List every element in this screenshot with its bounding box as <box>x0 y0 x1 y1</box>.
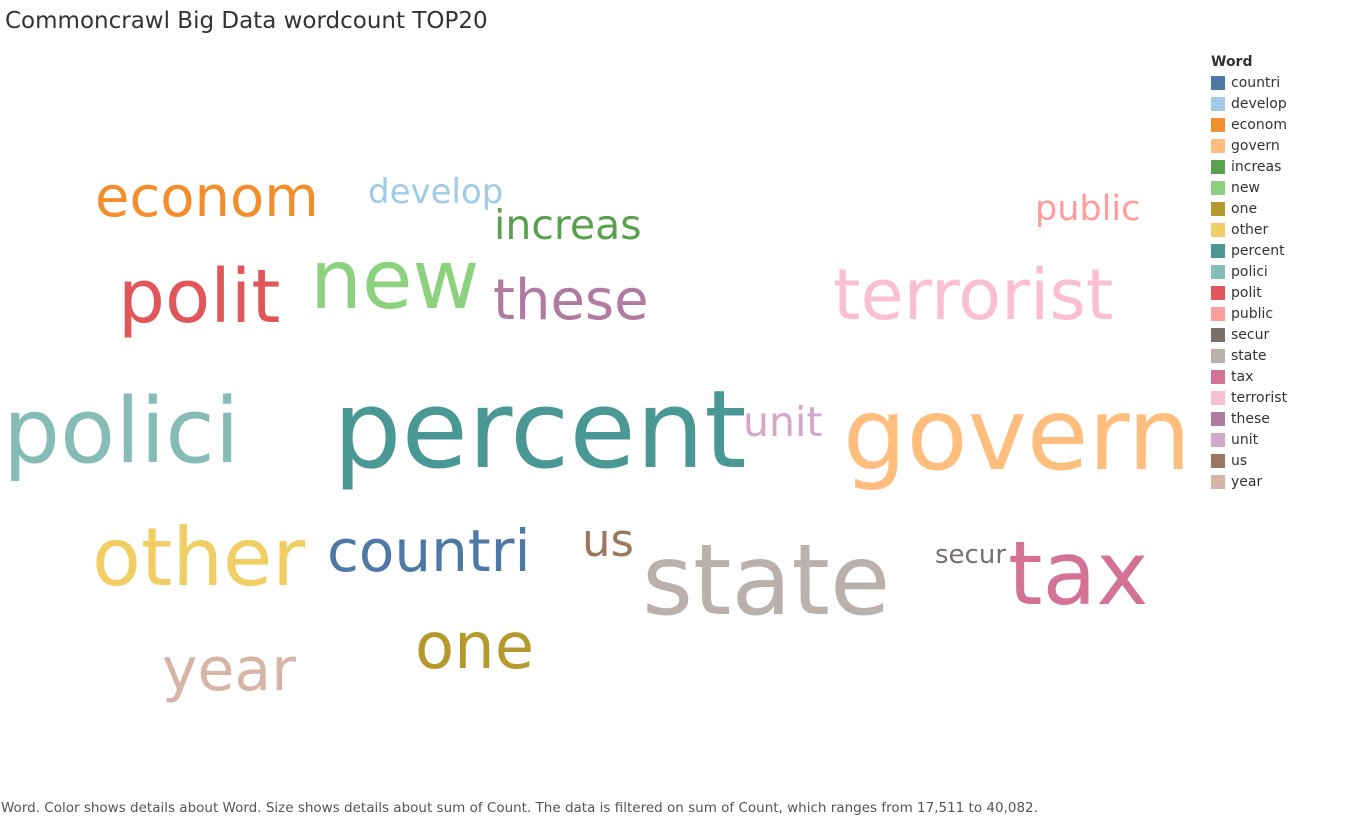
word-us[interactable]: us <box>582 514 634 567</box>
word-percent[interactable]: percent <box>333 368 747 493</box>
legend-item-public[interactable]: public <box>1211 303 1341 324</box>
chart-title: Commoncrawl Big Data wordcount TOP20 <box>5 8 488 34</box>
legend-label: countri <box>1231 74 1281 91</box>
legend-item-new[interactable]: new <box>1211 177 1341 198</box>
word-develop[interactable]: develop <box>368 172 504 212</box>
legend-item-polit[interactable]: polit <box>1211 282 1341 303</box>
word-terrorist[interactable]: terrorist <box>833 254 1114 336</box>
word-one[interactable]: one <box>415 610 535 684</box>
legend-swatch <box>1211 243 1225 258</box>
legend-swatch <box>1211 369 1225 384</box>
legend-label: state <box>1231 347 1267 364</box>
word-cloud: countri develop econom govern increas new one o… <box>3 165 1192 705</box>
legend-item-other[interactable]: other <box>1211 219 1341 240</box>
legend-item-govern[interactable]: govern <box>1211 135 1341 156</box>
legend-swatch <box>1211 474 1225 489</box>
word-polit[interactable]: polit <box>118 254 281 340</box>
word-countri[interactable]: countri <box>327 517 531 585</box>
legend-swatch <box>1211 138 1225 153</box>
legend-label: govern <box>1231 137 1280 154</box>
legend-swatch <box>1211 285 1225 300</box>
legend-item-terrorist[interactable]: terrorist <box>1211 387 1341 408</box>
word-econom[interactable]: econom <box>95 165 319 230</box>
legend-item-tax[interactable]: tax <box>1211 366 1341 387</box>
legend-swatch <box>1211 390 1225 405</box>
legend-item-secur[interactable]: secur <box>1211 324 1341 345</box>
word-polici[interactable]: polici <box>3 379 240 484</box>
legend-swatch <box>1211 222 1225 237</box>
legend-label: public <box>1231 305 1274 322</box>
chart-caption: Word. Color shows details about Word. Si… <box>1 800 1038 816</box>
legend-item-countri[interactable]: countri <box>1211 72 1341 93</box>
word-tax[interactable]: tax <box>1008 522 1149 625</box>
word-increas[interactable]: increas <box>494 201 642 249</box>
legend-item-polici[interactable]: polici <box>1211 261 1341 282</box>
legend-label: polit <box>1231 284 1262 301</box>
legend-swatch <box>1211 159 1225 174</box>
legend-item-econom[interactable]: econom <box>1211 114 1341 135</box>
word-new[interactable]: new <box>310 233 480 328</box>
legend-item-increas[interactable]: increas <box>1211 156 1341 177</box>
legend-label: us <box>1231 452 1248 469</box>
legend-label: other <box>1231 221 1269 238</box>
word-other[interactable]: other <box>92 511 306 604</box>
legend-label: tax <box>1231 368 1254 385</box>
legend-item-develop[interactable]: develop <box>1211 93 1341 114</box>
legend-label: econom <box>1231 116 1287 133</box>
word-year[interactable]: year <box>162 635 296 705</box>
legend-item-unit[interactable]: unit <box>1211 429 1341 450</box>
legend-swatch <box>1211 432 1225 447</box>
word-state[interactable]: state <box>642 524 891 638</box>
legend-label: new <box>1231 179 1260 196</box>
legend-label: polici <box>1231 263 1268 280</box>
word-govern[interactable]: govern <box>843 376 1192 493</box>
legend-label: unit <box>1231 431 1259 448</box>
legend-item-us[interactable]: us <box>1211 450 1341 471</box>
legend: Word countri develop econom govern increas ne… <box>1211 54 1341 492</box>
legend-swatch <box>1211 75 1225 90</box>
legend-item-one[interactable]: one <box>1211 198 1341 219</box>
legend-items: countri develop econom govern increas new one o… <box>1211 72 1341 492</box>
legend-item-these[interactable]: these <box>1211 408 1341 429</box>
legend-label: increas <box>1231 158 1282 175</box>
legend-swatch <box>1211 180 1225 195</box>
word-public[interactable]: public <box>1035 189 1141 229</box>
legend-swatch <box>1211 96 1225 111</box>
word-unit[interactable]: unit <box>743 398 823 446</box>
legend-swatch <box>1211 348 1225 363</box>
legend-label: develop <box>1231 95 1287 112</box>
legend-swatch <box>1211 117 1225 132</box>
legend-item-percent[interactable]: percent <box>1211 240 1341 261</box>
legend-label: one <box>1231 200 1258 217</box>
legend-swatch <box>1211 411 1225 426</box>
legend-label: these <box>1231 410 1270 427</box>
legend-swatch <box>1211 306 1225 321</box>
legend-label: percent <box>1231 242 1285 259</box>
legend-swatch <box>1211 453 1225 468</box>
legend-swatch <box>1211 201 1225 216</box>
legend-swatch <box>1211 264 1225 279</box>
word-secur[interactable]: secur <box>935 540 1007 570</box>
legend-title: Word <box>1211 54 1253 70</box>
legend-swatch <box>1211 327 1225 342</box>
word-these[interactable]: these <box>493 268 649 333</box>
legend-label: terrorist <box>1231 389 1288 406</box>
legend-item-state[interactable]: state <box>1211 345 1341 366</box>
legend-item-year[interactable]: year <box>1211 471 1341 492</box>
legend-label: secur <box>1231 326 1270 343</box>
legend-label: year <box>1231 473 1263 490</box>
